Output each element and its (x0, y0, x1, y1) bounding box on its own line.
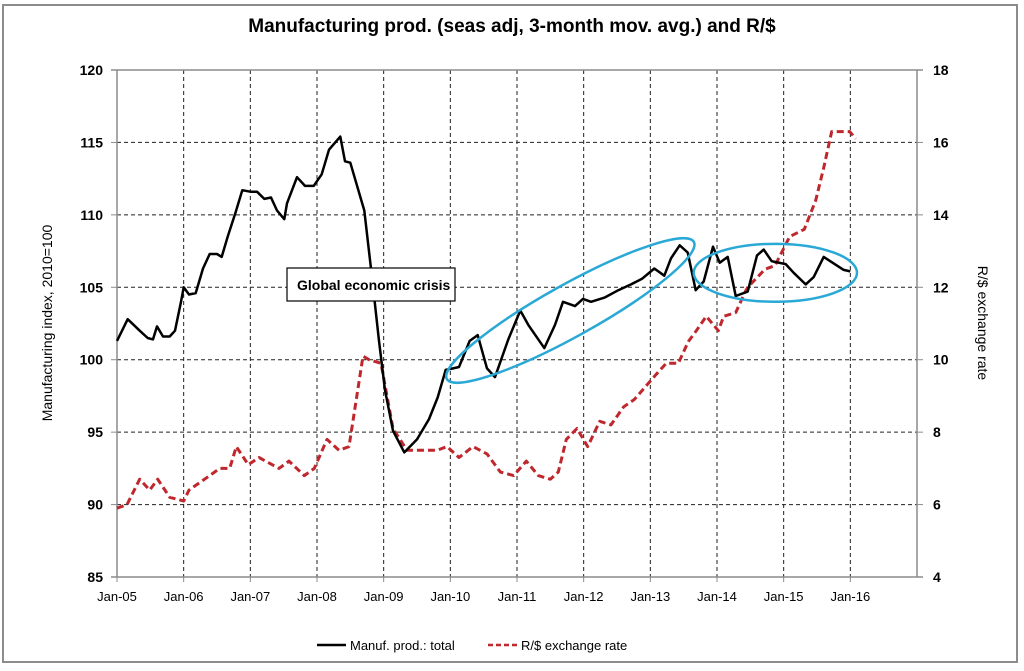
right-axis-ticks: 4 6 8 10 12 14 16 18 (933, 62, 949, 585)
left-tick-label: 120 (80, 62, 104, 78)
x-tick-label: Jan-15 (764, 589, 804, 604)
x-tick-label: Jan-16 (830, 589, 870, 604)
annotation-global-crisis: Global economic crisis (286, 267, 456, 302)
y-axis-label: Manufacturing index, 2010=100 (39, 225, 55, 422)
right-tick-label: 18 (933, 62, 949, 78)
left-tick-label: 105 (80, 279, 104, 295)
axes (111, 69, 923, 582)
right-tick-label: 16 (933, 134, 949, 150)
legend-label-manuf: Manuf. prod.: total (350, 638, 455, 653)
series-layer (115, 130, 857, 510)
x-tick-label: Jan-13 (630, 589, 670, 604)
x-tick-label: Jan-14 (697, 589, 737, 604)
legend: Manuf. prod.: total R/$ exchange rate (317, 638, 627, 653)
x-tick-label: Jan-12 (564, 589, 604, 604)
highlight-ellipses (444, 236, 859, 384)
annotation-box (286, 267, 456, 302)
x-tick-label: Jan-05 (97, 589, 137, 604)
x-axis-ticks: Jan-05 Jan-06 Jan-07 Jan-08 Jan-09 Jan-10 Jan-… (97, 589, 870, 604)
highlight-ellipse-uptrend-highlight (444, 236, 696, 384)
right-tick-label: 4 (933, 569, 941, 585)
x-tick-label: Jan-11 (498, 589, 537, 604)
series-manuf-prod-line (115, 135, 851, 454)
left-tick-label: 95 (87, 424, 103, 440)
x-tick-label: Jan-06 (164, 589, 204, 604)
right-tick-label: 8 (933, 424, 941, 440)
right-tick-label: 14 (933, 207, 949, 223)
chart-title: Manufacturing prod. (seas adj, 3-month m… (248, 16, 776, 37)
x-tick-label: Jan-09 (364, 589, 404, 604)
right-tick-label: 10 (933, 352, 949, 368)
gridlines (117, 70, 917, 577)
left-tick-label: 115 (80, 134, 103, 150)
x-tick-label: Jan-07 (230, 589, 270, 604)
left-tick-label: 85 (87, 569, 103, 585)
x-tick-label: Jan-08 (297, 589, 337, 604)
y2-axis-label: R/$ exchange rate (975, 266, 991, 381)
left-tick-label: 110 (80, 207, 103, 223)
left-tick-label: 90 (87, 497, 103, 513)
left-axis-ticks: 85 90 95 100 105 110 115 120 (80, 62, 104, 585)
series-exchange-rate-line (116, 130, 857, 510)
highlight-ellipse-plateau-highlight (692, 242, 859, 304)
annotation-text: Global economic crisis (297, 277, 450, 293)
right-tick-label: 6 (933, 497, 941, 513)
left-tick-label: 100 (80, 352, 104, 368)
legend-label-exchange: R/$ exchange rate (521, 638, 627, 653)
x-tick-label: Jan-10 (430, 589, 470, 604)
right-tick-label: 12 (933, 279, 949, 295)
